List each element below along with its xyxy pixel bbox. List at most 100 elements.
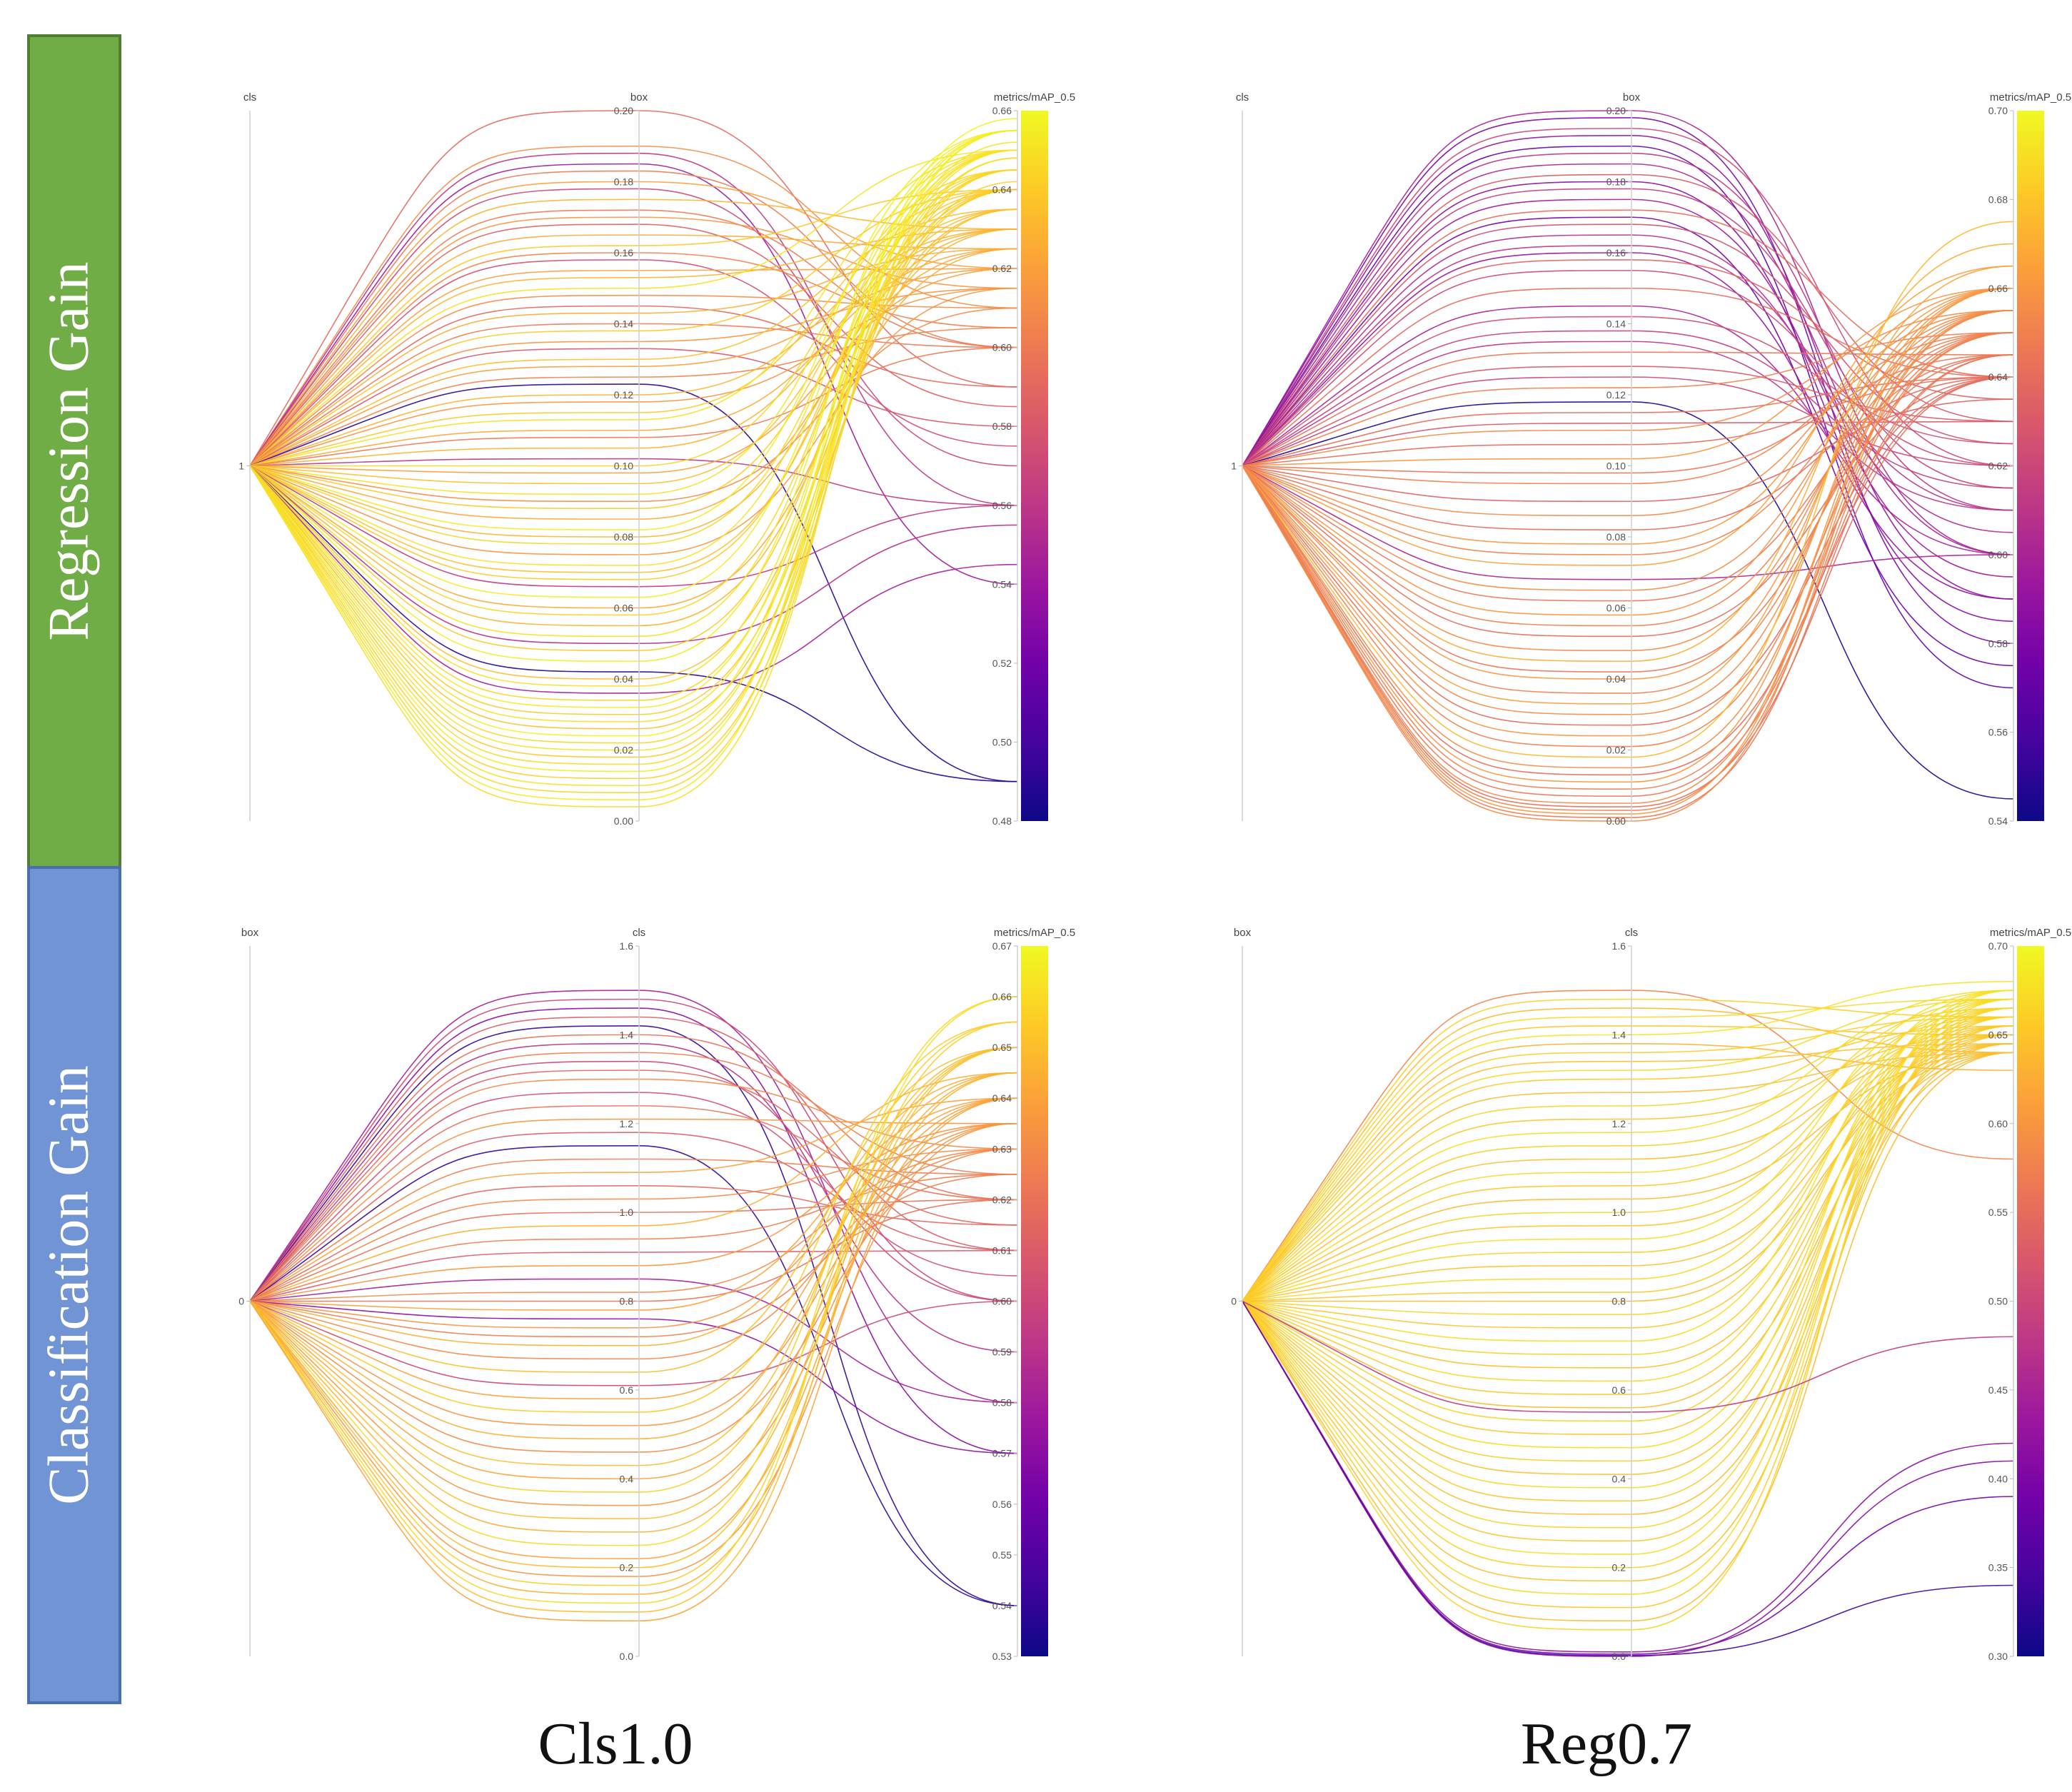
series-line — [249, 1097, 1018, 1559]
tick-label: 0.57 — [992, 1448, 1012, 1459]
tick-label: 0.53 — [992, 1651, 1012, 1662]
tick-label: 1.4 — [1612, 1029, 1626, 1040]
tick-label: 0.50 — [992, 736, 1012, 747]
panel-regression-reg: cls 1 box 0.00 0.02 0.04 0.06 0.08 0.10 0.12 0.14 0… — [1231, 91, 2071, 827]
series-line — [249, 149, 1018, 495]
series-line — [1242, 1025, 2014, 1302]
series-line — [249, 157, 1018, 765]
tick-label: 0.64 — [1988, 371, 2008, 383]
series-line — [1242, 990, 2014, 1342]
series-line — [1242, 1043, 2014, 1475]
series-line — [249, 118, 1018, 737]
tick-label: 0.00 — [1606, 815, 1626, 827]
series-line — [1242, 128, 2014, 467]
tick-label: 0.54 — [1988, 815, 2008, 827]
series-line — [1242, 1034, 2014, 1302]
tick-label: 0.20 — [1606, 105, 1626, 116]
series-line — [249, 1249, 1018, 1302]
series-line — [1242, 998, 2014, 1302]
series-line — [1242, 1025, 2014, 1302]
series-line — [249, 188, 1018, 510]
series-line — [1242, 1034, 2014, 1542]
axis-metrics-map-0-5: metrics/mAP_0.5 0.48 0.50 0.52 0.54 0.56 0.58 0… — [992, 91, 1075, 827]
series-line — [1242, 310, 2014, 822]
series-line — [1242, 990, 2014, 1302]
series-line — [1242, 1025, 2014, 1502]
series-line — [249, 383, 1018, 782]
series-line — [249, 228, 1018, 538]
series-line — [249, 1072, 1018, 1346]
series-line — [249, 208, 1018, 680]
tick-label: 0.54 — [992, 578, 1012, 590]
series-line — [249, 259, 1018, 467]
series-line — [249, 228, 1018, 627]
tick-label: 0.63 — [992, 1143, 1012, 1154]
series-line — [249, 1132, 1018, 1302]
tick-label: 0.65 — [1988, 1029, 2008, 1040]
series-line — [249, 1097, 1018, 1480]
series-line — [249, 1300, 1018, 1454]
series-line — [1242, 1016, 2014, 1462]
series-line — [249, 1174, 1018, 1338]
series-line — [1242, 1025, 2014, 1395]
series-line — [1242, 354, 2014, 602]
series-line — [1242, 310, 2014, 715]
series-line — [250, 169, 1018, 467]
series-line — [249, 188, 1018, 467]
tick-label: 0.64 — [992, 184, 1012, 196]
series-line — [1242, 1016, 2014, 1302]
tick-label: 0.50 — [1988, 1296, 2008, 1307]
series-line — [1242, 376, 2014, 726]
series-line — [1242, 1043, 2014, 1302]
axis-name: box — [1234, 927, 1252, 939]
axis-cls: cls 0.0 0.2 0.4 0.6 0.8 1.0 1.2 1.4 1.6 — [1612, 927, 1639, 1662]
series-line — [249, 152, 1018, 506]
axis-name: metrics/mAP_0.5 — [994, 927, 1075, 939]
series-line — [249, 1021, 1018, 1586]
series-line — [249, 1043, 1018, 1353]
series-line — [1242, 287, 2014, 467]
series-line — [1242, 1016, 2014, 1569]
series-line — [249, 129, 1018, 662]
axis-name: box — [630, 91, 648, 104]
tick-label: 0.04 — [614, 673, 633, 685]
series-line — [1242, 287, 2014, 545]
tick-label: 0.67 — [992, 940, 1012, 952]
series-line — [1242, 376, 2014, 807]
series-line — [249, 129, 1018, 598]
row-band-regression-bg — [27, 34, 121, 869]
series-line — [1242, 1025, 2014, 1609]
series-line — [1242, 145, 2014, 689]
tick-label: 1.0 — [620, 1207, 634, 1218]
series-line — [249, 188, 1018, 715]
series-line — [1242, 1301, 2014, 1653]
series-line — [249, 1122, 1018, 1577]
tick-label: 0.61 — [992, 1244, 1012, 1256]
series-line — [249, 1097, 1018, 1622]
column-title-cls: Cls1.0 — [538, 1711, 693, 1777]
series-line — [249, 228, 1018, 467]
series-line — [249, 1072, 1018, 1440]
series-line — [249, 157, 1018, 807]
series-line — [249, 169, 1018, 701]
axis-name: cls — [1236, 91, 1249, 104]
series-line — [249, 149, 1018, 566]
series-line — [1242, 332, 2014, 790]
tick-label: 0.8 — [620, 1296, 634, 1307]
tick-label: 0.60 — [1988, 549, 2008, 560]
series-line — [249, 208, 1018, 467]
tick-label: 0.06 — [614, 603, 633, 614]
tick-label: 0.59 — [992, 1346, 1012, 1358]
axis-box: box 0 — [1231, 927, 1252, 1656]
axis-cls: cls 0.0 0.2 0.4 0.6 0.8 1.0 1.2 1.4 1.6 — [620, 927, 646, 1662]
tick-label: 0.62 — [992, 263, 1012, 274]
tick-label: 0.55 — [992, 1549, 1012, 1561]
series-line — [249, 1060, 1018, 1302]
series-line — [1242, 1052, 2014, 1409]
series-line — [249, 1052, 1018, 1302]
tick-label: 0.60 — [992, 1296, 1012, 1307]
series-line — [1242, 354, 2014, 474]
panel-classification-cls: box 0 cls 0.0 0.2 0.4 0.6 0.8 1.0 1.2 1.4 1.6 metric… — [238, 927, 1075, 1662]
tick-label: 0.58 — [1988, 638, 2008, 649]
tick-label: 1.6 — [620, 940, 634, 952]
